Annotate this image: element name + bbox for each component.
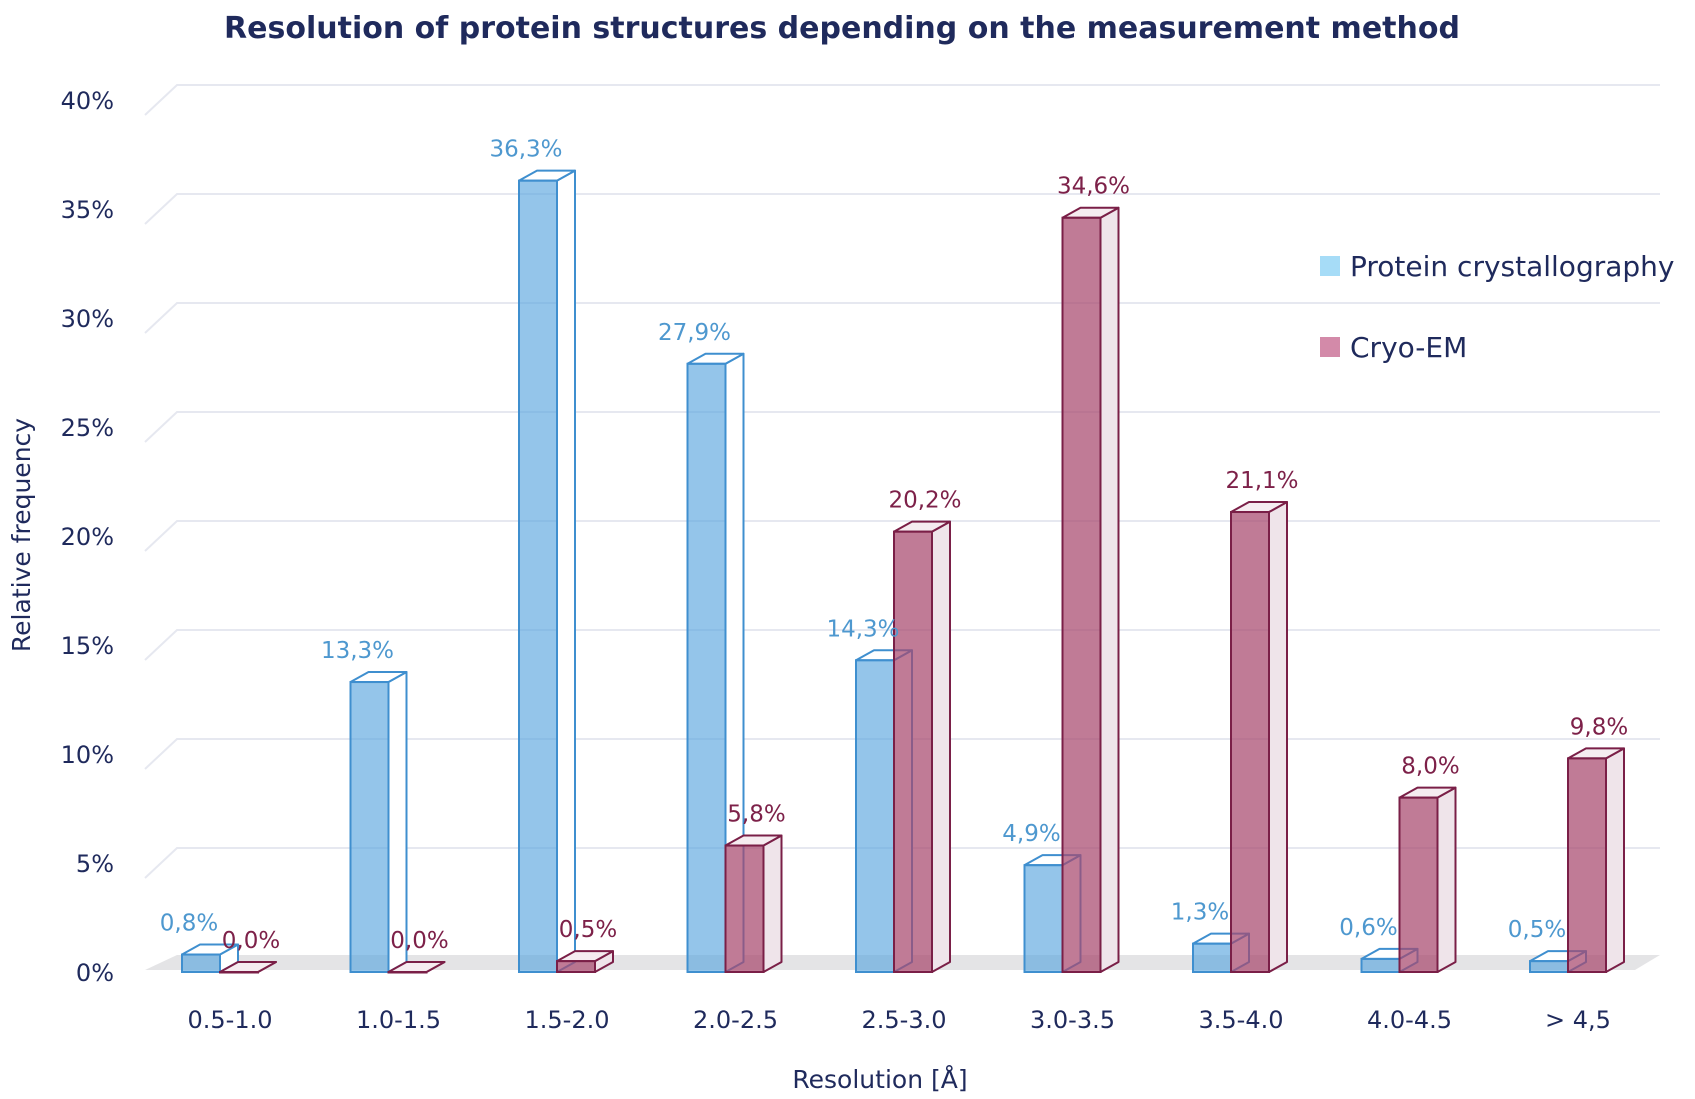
value-label-protein-crystallography-3-5-4-0: 1,3% xyxy=(1171,900,1229,926)
y-tick-label: 0% xyxy=(76,959,114,987)
value-label-cryo-em-2-5-3-0: 20,2% xyxy=(888,488,961,514)
gridline xyxy=(144,520,1660,552)
bars xyxy=(181,169,1625,974)
x-tick-label: 2.5-3.0 xyxy=(862,1006,947,1034)
value-label-cryo-em-4-5: 9,8% xyxy=(1570,714,1628,740)
x-tick-label: 3.5-4.0 xyxy=(1199,1006,1284,1034)
value-label-protein-crystallography-3-0-3-5: 4,9% xyxy=(1002,821,1060,847)
bar-protein-crystallography-0-5-1-0 xyxy=(181,943,239,973)
bar-protein-crystallography-1-5-2-0 xyxy=(518,169,576,974)
gridlines xyxy=(144,84,1660,879)
bar-cryo-em-2-5-3-0 xyxy=(893,520,951,973)
legend-label-protein-crystallography: Protein crystallography xyxy=(1350,250,1674,283)
gridline xyxy=(144,193,1660,225)
x-tick-label: 4.0-4.5 xyxy=(1367,1006,1452,1034)
y-tick-label: 10% xyxy=(61,741,114,769)
y-tick-label: 5% xyxy=(76,850,114,878)
x-tick-label: 3.0-3.5 xyxy=(1030,1006,1115,1034)
legend-swatch-cryo-em xyxy=(1320,337,1340,357)
value-label-protein-crystallography-2-0-2-5: 27,9% xyxy=(658,320,731,346)
x-axis-label: Resolution [Å] xyxy=(792,1065,967,1094)
value-label-cryo-em-4-0-4-5: 8,0% xyxy=(1401,754,1459,780)
gridline xyxy=(144,738,1660,770)
value-label-protein-crystallography-1-0-1-5: 13,3% xyxy=(321,638,394,664)
gridline xyxy=(144,629,1660,661)
x-axis-ticks: 0.5-1.0 1.0-1.5 1.5-2.0 2.0-2.5 2.5-3.0 3.0-3… xyxy=(188,1006,1611,1034)
y-tick-label: 15% xyxy=(61,632,114,660)
gridline xyxy=(144,847,1660,879)
legend-label-cryo-em: Cryo-EM xyxy=(1350,331,1467,364)
value-label-cryo-em-2-0-2-5: 5,8% xyxy=(727,802,785,828)
x-tick-label: 1.5-2.0 xyxy=(525,1006,610,1034)
value-label-cryo-em-3-5-4-0: 21,1% xyxy=(1225,468,1298,494)
bar-cryo-em-4-0-4-5 xyxy=(1398,786,1457,973)
value-label-cryo-em-1-5-2-0: 0,5% xyxy=(559,917,617,943)
legend-swatch-protein-crystallography xyxy=(1320,256,1340,276)
value-label-protein-crystallography-4-0-4-5: 0,6% xyxy=(1339,915,1397,941)
bar-protein-crystallography-2-0-2-5 xyxy=(686,352,745,973)
y-tick-label: 35% xyxy=(61,196,114,224)
gridline xyxy=(144,302,1660,334)
x-tick-label: 1.0-1.5 xyxy=(356,1006,441,1034)
x-tick-label: 2.0-2.5 xyxy=(693,1006,778,1034)
gridline xyxy=(144,84,1660,116)
value-label-protein-crystallography-0-5-1-0: 0,8% xyxy=(160,911,218,937)
y-axis-label: Relative frequency xyxy=(7,418,36,652)
y-tick-label: 20% xyxy=(61,523,114,551)
value-label-cryo-em-3-0-3-5: 34,6% xyxy=(1057,174,1130,200)
chart-title: Resolution of protein structures dependi… xyxy=(224,11,1460,46)
y-tick-label: 25% xyxy=(61,414,114,442)
gridline xyxy=(144,411,1660,443)
value-label-cryo-em-0-5-1-0: 0,0% xyxy=(222,928,280,954)
x-tick-label: 0.5-1.0 xyxy=(188,1006,273,1034)
bar-cryo-em-1-0-1-5 xyxy=(387,961,446,974)
bar-cryo-em-3-0-3-5 xyxy=(1061,206,1120,974)
bar-cryo-em-4-5 xyxy=(1567,747,1625,973)
legend: Protein crystallography Cryo-EM xyxy=(1320,250,1674,364)
bar-cryo-em-0-5-1-0 xyxy=(219,961,277,974)
value-label-cryo-em-1-0-1-5: 0,0% xyxy=(390,928,448,954)
value-label-protein-crystallography-4-5: 0,5% xyxy=(1508,917,1566,943)
value-label-protein-crystallography-1-5-2-0: 36,3% xyxy=(489,137,562,163)
bar-cryo-em-1-5-2-0 xyxy=(556,950,614,973)
y-tick-label: 40% xyxy=(61,87,114,115)
bar-cryo-em-3-5-4-0 xyxy=(1230,501,1288,974)
bar-protein-crystallography-1-0-1-5 xyxy=(349,671,408,973)
y-axis-ticks: 0% 5% 10% 15% 20% 25% 30% 35% 40% xyxy=(61,87,114,987)
y-tick-label: 30% xyxy=(61,305,114,333)
bar-cryo-em-2-0-2-5 xyxy=(724,834,783,973)
data-labels: 0,8% 13,3% 36,3% 27,9% 14,3% 4,9% 1,3% 0,6% 0,5%… xyxy=(160,137,1628,954)
value-label-protein-crystallography-2-5-3-0: 14,3% xyxy=(826,616,899,642)
x-tick-label: > 4,5 xyxy=(1545,1006,1611,1034)
